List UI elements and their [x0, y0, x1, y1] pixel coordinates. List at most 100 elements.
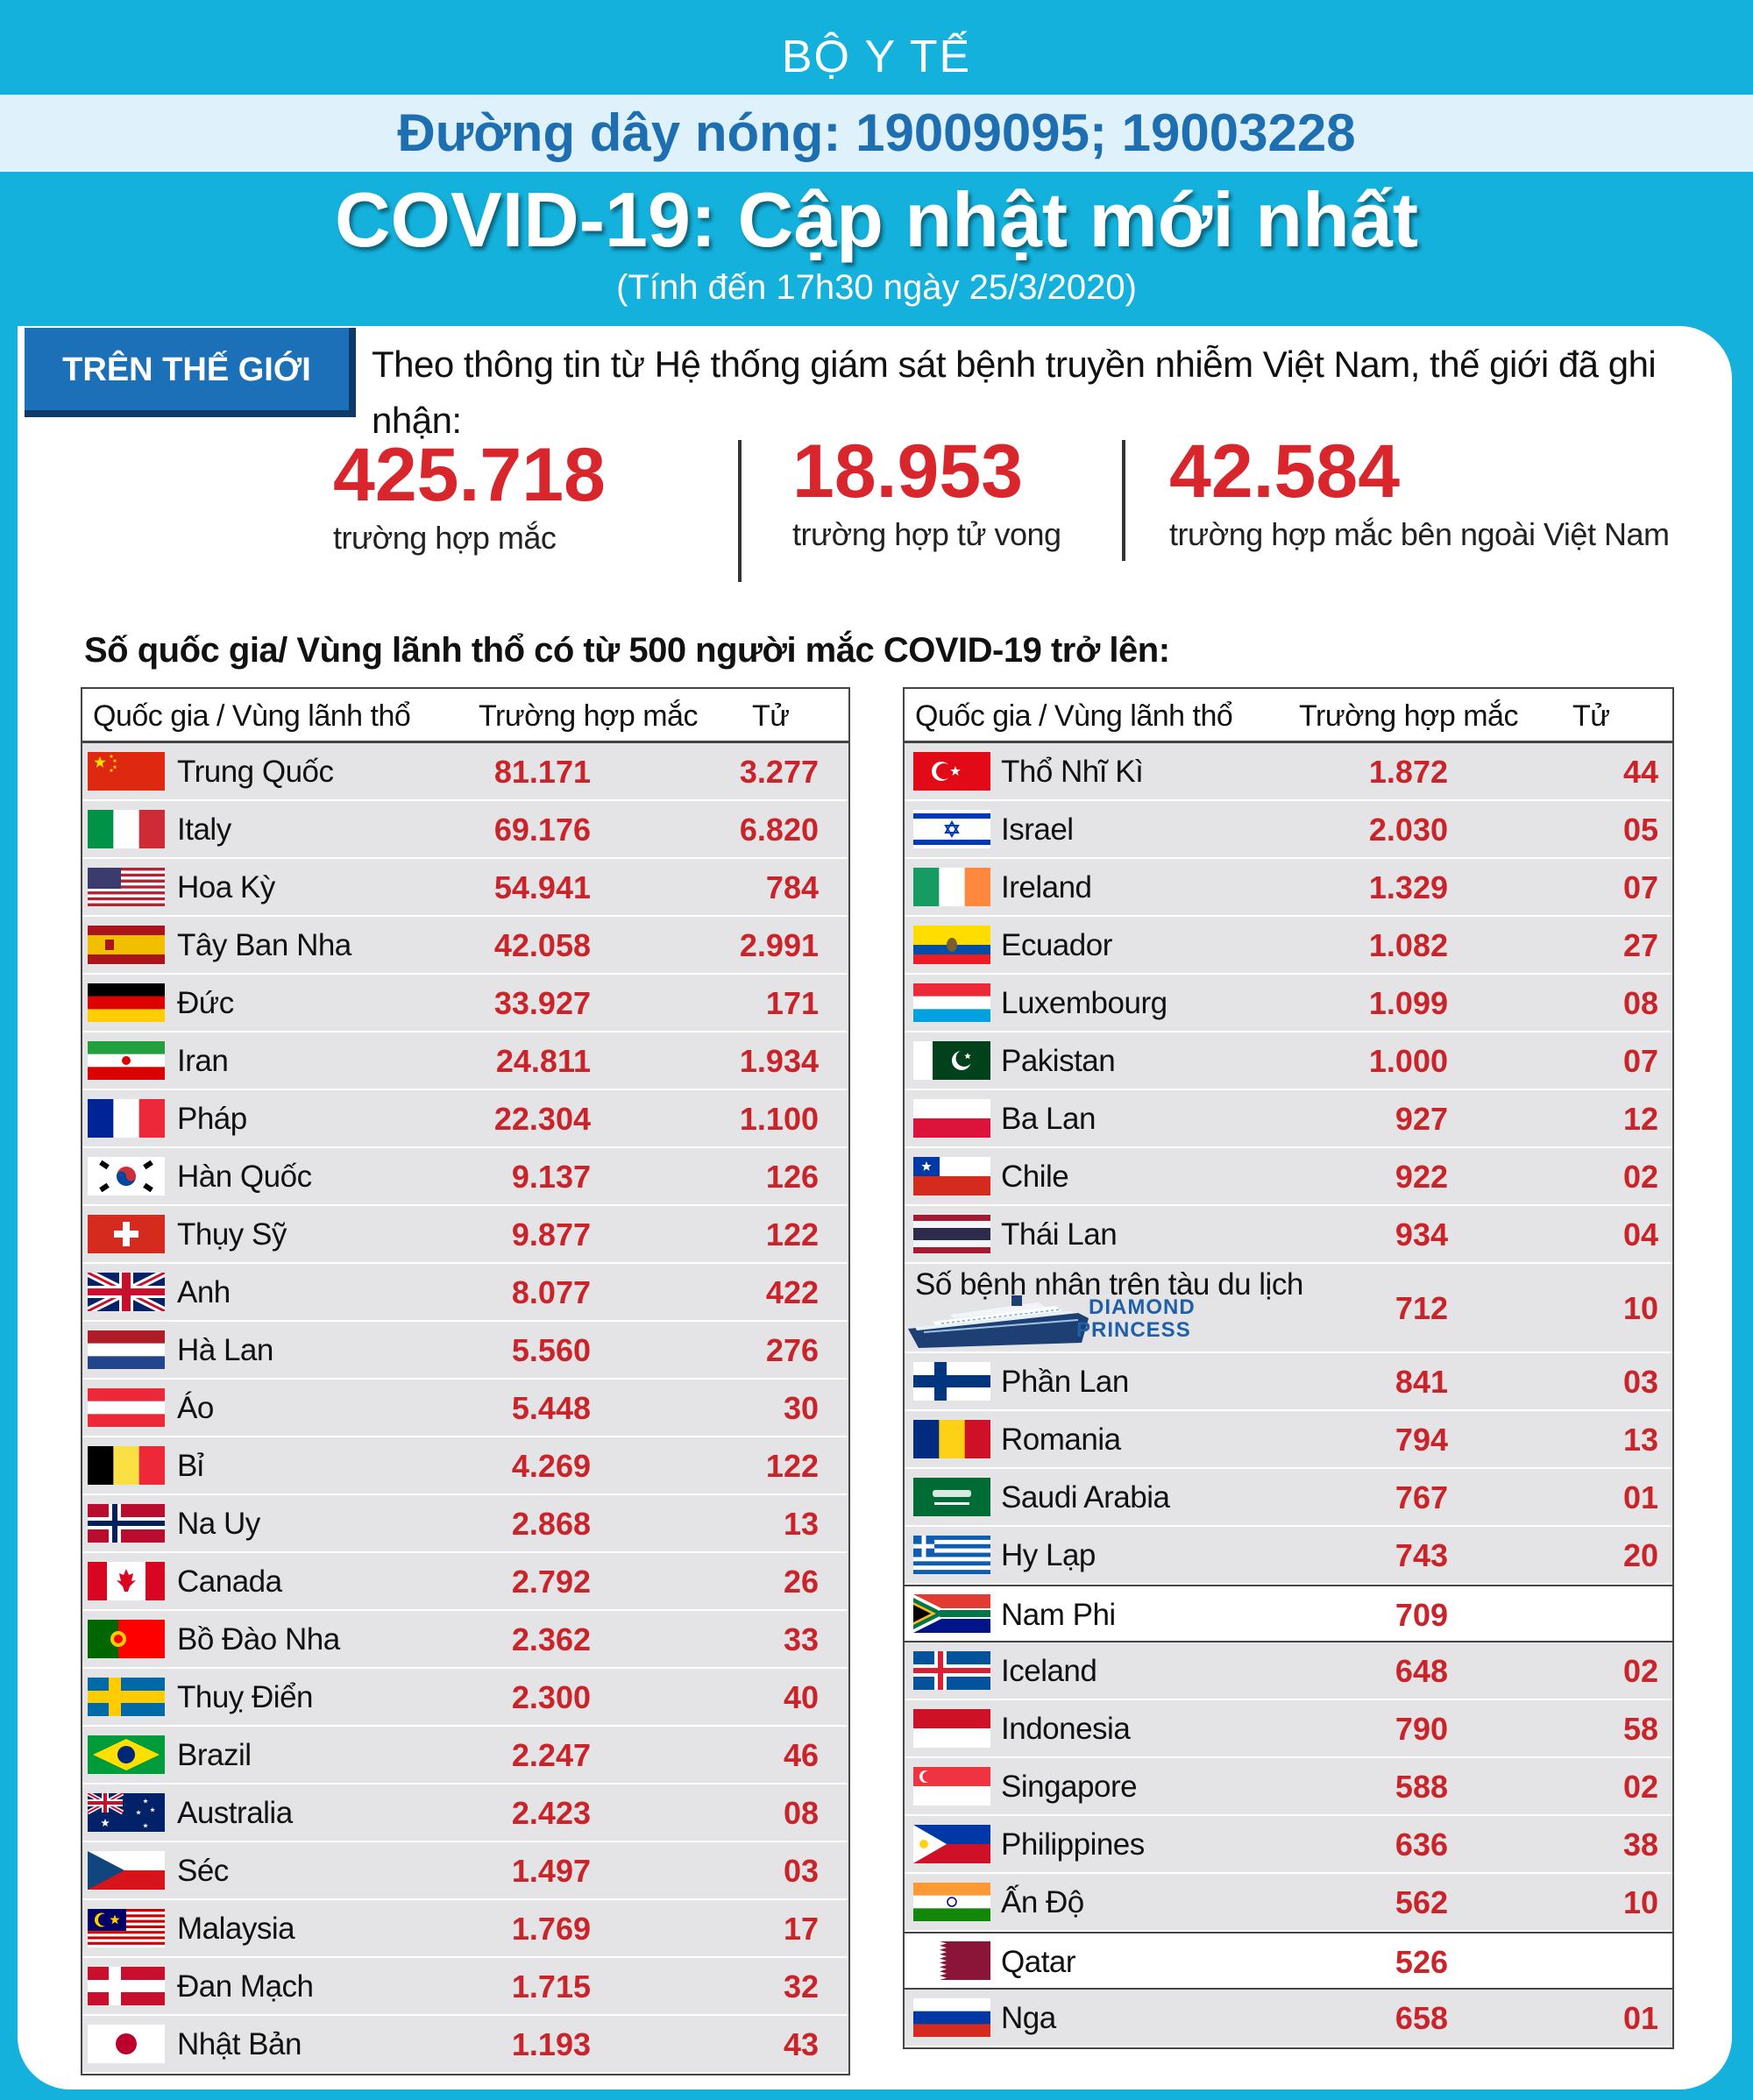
country-name: Ba Lan: [1001, 1102, 1096, 1136]
cases-value: 648: [1395, 1653, 1448, 1689]
deaths-value: 02: [1622, 1653, 1658, 1689]
cases-value: 2.247: [511, 1737, 591, 1773]
cases-value: 1.193: [511, 2026, 591, 2062]
table-row: Pháp 22.304 1.100: [82, 1090, 848, 1148]
deaths-value: 03: [1622, 1364, 1658, 1400]
header-country: Quốc gia / Vùng lãnh thổ: [915, 699, 1233, 733]
header-country: Quốc gia / Vùng lãnh thổ: [93, 699, 411, 733]
page-title: COVID-19: Cập nhật mới nhất: [335, 176, 1418, 263]
france-flag-icon: [88, 1099, 165, 1138]
chile-flag-icon: [913, 1157, 990, 1195]
table-row: Ecuador 1.082 27: [905, 917, 1672, 975]
country-name: Romania: [1001, 1422, 1121, 1457]
deaths-value: 10: [1622, 1290, 1658, 1326]
country-name: Nhật Bản: [177, 2027, 302, 2061]
table-row: Trung Quốc 81.171 3.277: [82, 743, 848, 801]
country-name: Hàn Quốc: [177, 1160, 312, 1194]
deaths-value: 02: [1622, 1769, 1658, 1805]
stat-value: 425.718: [333, 433, 606, 517]
table-row: Thái Lan 934 04: [905, 1206, 1672, 1264]
table-row: Brazil 2.247 46: [82, 1727, 848, 1784]
hotline-text: Đường dây nóng: 19009095; 19003228: [397, 103, 1356, 162]
country-name: Thái Lan: [1001, 1217, 1118, 1252]
table-row: Israel 2.030 05: [905, 801, 1672, 859]
cases-value: 794: [1395, 1422, 1448, 1458]
deaths-value: 122: [765, 1217, 819, 1252]
country-name: Malaysia: [177, 1912, 295, 1946]
table-row: Séc 1.497 03: [82, 1842, 848, 1900]
country-name: Israel: [1001, 812, 1074, 847]
table-header: Quốc gia / Vùng lãnh thổ Trường hợp mắc …: [82, 689, 848, 787]
norway-flag-icon: [88, 1504, 165, 1543]
country-name: Chile: [1001, 1160, 1069, 1194]
philippines-flag-icon: [913, 1825, 990, 1863]
country-name: Hy Lạp: [1001, 1538, 1096, 1572]
cases-value: 24.811: [495, 1043, 591, 1079]
table-row: Hy Lạp 743 20: [905, 1527, 1672, 1585]
country-name: Luxembourg: [1001, 986, 1167, 1020]
table-row: Đan Mạch 1.715 32: [82, 1958, 848, 2016]
cases-value: 4.269: [511, 1448, 591, 1484]
country-name: Thổ Nhĩ Kì: [1001, 755, 1144, 789]
czech-flag-icon: [88, 1851, 165, 1890]
denmark-flag-icon: [88, 1967, 165, 2005]
table-row: Pakistan 1.000 07: [905, 1032, 1672, 1090]
cases-value: 5.560: [511, 1332, 591, 1368]
cases-value: 1.872: [1368, 754, 1448, 790]
cases-value: 33.927: [493, 985, 591, 1021]
deaths-value: 05: [1622, 812, 1658, 848]
deaths-value: 08: [783, 1795, 819, 1831]
country-name: Canada: [177, 1564, 282, 1599]
cases-value: 54.941: [493, 869, 591, 905]
country-name: Saudi Arabia: [1001, 1480, 1170, 1515]
netherlands-flag-icon: [88, 1330, 165, 1369]
country-name: Thuỵ Điển: [177, 1680, 314, 1714]
stat-value: 18.953: [792, 429, 1024, 514]
turkey-flag-icon: [913, 752, 990, 791]
country-name: Thụy Sỹ: [177, 1217, 287, 1252]
deaths-value: 6.820: [739, 812, 819, 848]
ireland-flag-icon: [913, 868, 990, 906]
germany-flag-icon: [88, 983, 165, 1022]
ecuador-flag-icon: [913, 926, 990, 964]
header-cases: Trường hợp mắc: [479, 699, 698, 733]
country-name: Đức: [177, 986, 234, 1020]
cases-value: 790: [1395, 1711, 1448, 1747]
countries-table-right: Quốc gia / Vùng lãnh thổ Trường hợp mắc …: [903, 687, 1674, 2049]
cases-value: 934: [1395, 1217, 1448, 1252]
deaths-value: 46: [783, 1737, 819, 1773]
cases-value: 22.304: [493, 1101, 591, 1137]
spain-flag-icon: [88, 926, 165, 964]
deaths-value: 01: [1622, 1479, 1658, 1515]
deaths-value: 44: [1622, 754, 1658, 790]
belgium-flag-icon: [88, 1446, 165, 1485]
country-name: Qatar: [1001, 1945, 1076, 1979]
cases-value: 767: [1395, 1479, 1448, 1515]
table-row: Bồ Đào Nha 2.362 33: [82, 1611, 848, 1669]
table-row: Thổ Nhĩ Kì 1.872 44: [905, 743, 1672, 801]
india-flag-icon: [913, 1883, 990, 1921]
country-name: Philippines: [1001, 1827, 1145, 1862]
country-name: Đan Mạch: [177, 1969, 314, 2004]
table-row: Saudi Arabia 767 01: [905, 1469, 1672, 1527]
table-row: Philippines 636 38: [905, 1816, 1672, 1874]
deaths-value: 02: [1622, 1159, 1658, 1195]
cases-value: 2.300: [511, 1679, 591, 1715]
table-row: Tây Ban Nha 42.058 2.991: [82, 917, 848, 975]
deaths-value: 20: [1622, 1537, 1658, 1573]
country-name: Pakistan: [1001, 1044, 1116, 1078]
deaths-value: 276: [765, 1332, 819, 1368]
stat-total-cases: 425.718 trường hợp mắc: [333, 431, 606, 557]
country-name: Số bệnh nhân trên tàu du lịch: [915, 1267, 1303, 1302]
country-name: Trung Quốc: [177, 755, 334, 789]
section-title: Số quốc gia/ Vùng lãnh thổ có từ 500 ngư…: [84, 631, 1170, 670]
table-header: Quốc gia / Vùng lãnh thổ Trường hợp mắc …: [905, 689, 1672, 787]
table-row: Ireland 1.329 07: [905, 859, 1672, 917]
table-row: Qatar 526: [905, 1932, 1672, 1990]
italy-flag-icon: [88, 810, 165, 848]
deaths-value: 38: [1622, 1827, 1658, 1862]
country-name: Singapore: [1001, 1770, 1138, 1804]
country-name: Bỉ: [177, 1449, 204, 1483]
cases-value: 922: [1395, 1159, 1448, 1195]
saudi-arabia-flag-icon: [913, 1478, 990, 1516]
